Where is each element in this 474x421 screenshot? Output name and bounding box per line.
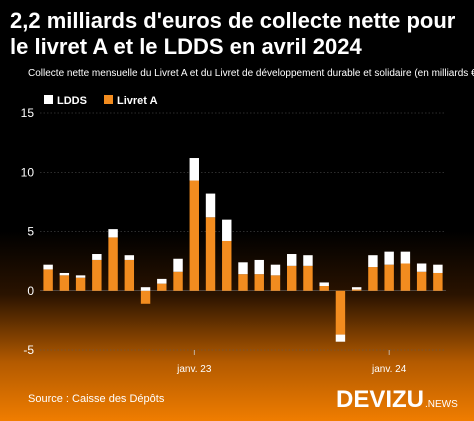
legend-swatch-ldds <box>44 95 53 104</box>
bar-livret-a <box>287 265 297 291</box>
bar-livret-a <box>368 267 378 291</box>
bar-ldds <box>108 229 118 238</box>
bar-livret-a <box>433 272 443 291</box>
bar-livret-a <box>416 271 427 291</box>
x-tick-label: janv. 24 <box>371 364 407 375</box>
bar-livret-a <box>108 237 118 291</box>
bar-livret-a <box>351 289 362 291</box>
bar-ldds <box>287 254 297 266</box>
bar-ldds <box>433 264 443 273</box>
devizu-logo: DEVIZU.NEWS <box>336 386 458 414</box>
bar-ldds <box>319 282 329 287</box>
bar-livret-a <box>384 264 394 291</box>
bar-ldds <box>400 251 411 264</box>
bar-ldds <box>416 263 427 272</box>
bar-livret-a <box>189 180 199 291</box>
bar-livret-a <box>59 275 70 291</box>
bar-ldds <box>205 193 216 218</box>
y-tick-label: -5 <box>23 343 34 357</box>
bar-livret-a <box>75 277 86 291</box>
source-note: Source : Caisse des Dépôts <box>28 393 165 405</box>
chart-title: 2,2 milliards d'euros de collecte nette … <box>10 8 456 59</box>
y-tick-label: 10 <box>21 165 35 179</box>
y-tick-label: 0 <box>27 284 34 298</box>
x-tick-label: janv. 23 <box>176 364 212 375</box>
bar-ldds <box>384 251 394 265</box>
bar-ldds <box>254 259 264 275</box>
bar-ldds <box>43 264 53 270</box>
bar-livret-a <box>205 217 216 291</box>
bar-livret-a <box>124 259 135 291</box>
bar-ldds <box>59 272 70 276</box>
bar-ldds <box>124 255 135 260</box>
bar-ldds <box>189 158 199 181</box>
bar-ldds <box>335 334 346 342</box>
y-tick-label: 15 <box>21 106 35 120</box>
bar-ldds <box>157 278 167 284</box>
bar-livret-a <box>400 263 411 291</box>
bar-livret-a <box>254 274 264 291</box>
bar-ldds <box>75 275 86 278</box>
bar-livret-a <box>173 271 183 291</box>
bar-livret-a <box>319 286 329 291</box>
legend-swatch-livret-a <box>104 95 113 104</box>
bar-ldds <box>368 255 378 268</box>
bar-ldds <box>92 254 102 260</box>
bar-livret-a <box>270 275 281 291</box>
bar-livret-a <box>92 259 102 291</box>
legend-label-ldds: LDDS <box>57 95 87 107</box>
bar-livret-a <box>43 269 53 291</box>
bar-ldds <box>303 255 313 266</box>
chart-subtitle: Collecte nette mensuelle du Livret A et … <box>28 68 474 79</box>
bar-ldds <box>238 262 248 275</box>
bar-livret-a <box>303 265 313 291</box>
y-tick-label: 5 <box>27 225 34 239</box>
bar-livret-a <box>335 290 346 335</box>
bar-ldds <box>173 258 183 272</box>
bar-livret-a <box>140 290 151 304</box>
bar-livret-a <box>157 283 167 291</box>
bar-livret-a <box>222 240 232 291</box>
legend-label-livret-a: Livret A <box>117 95 158 107</box>
logo-suffix: .NEWS <box>425 399 458 410</box>
bar-ldds <box>270 264 281 276</box>
logo-wordmark: DEVIZU <box>336 386 425 413</box>
bar-livret-a <box>238 274 248 291</box>
bar-ldds <box>222 219 232 241</box>
bar-ldds <box>351 287 362 290</box>
bar-ldds <box>140 287 151 291</box>
